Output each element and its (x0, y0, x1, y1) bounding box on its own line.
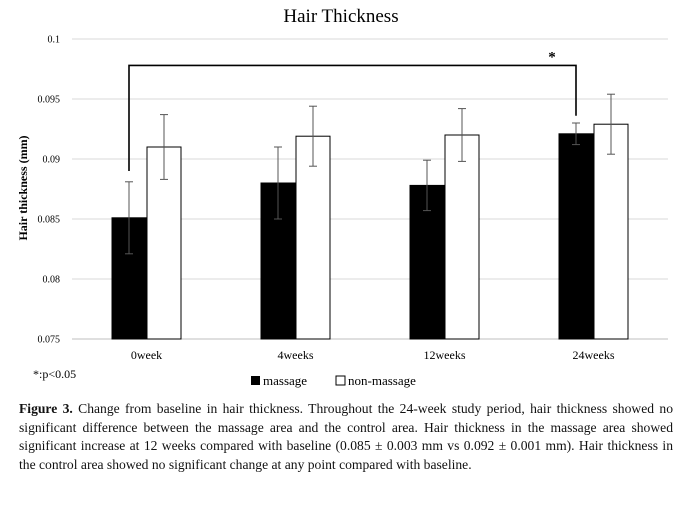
bar (558, 133, 594, 340)
legend: massage non-massage (251, 373, 416, 388)
error-bars (125, 93, 615, 255)
legend-swatch-non-massage (335, 375, 346, 386)
figure-caption: Figure 3. Change from baseline in hair t… (19, 400, 673, 474)
bar (295, 135, 331, 340)
x-tick-label: 4weeks (278, 348, 314, 362)
significance-footnote: *:p<0.05 (33, 367, 76, 381)
y-tick-label: 0.095 (38, 95, 61, 106)
y-axis-label: Hair thickness (mm) (16, 135, 30, 240)
legend-swatch-massage (251, 376, 260, 385)
caption-label: Figure 3. (19, 401, 73, 416)
legend-label-massage: massage (263, 373, 307, 388)
significance-star: * (548, 49, 556, 65)
x-tick-label: 0week (131, 348, 162, 362)
significance-bracket: * (128, 49, 577, 171)
x-tick-labels: 0week 4weeks 12weeks 24weeks (131, 348, 615, 362)
y-tick-label: 0.08 (43, 275, 61, 286)
y-tick-labels: 0.075 0.08 0.085 0.09 0.095 0.1 (38, 35, 61, 346)
y-tick-label: 0.1 (48, 35, 61, 46)
x-tick-label: 24weeks (573, 348, 615, 362)
caption-text: Change from baseline in hair thickness. … (19, 401, 673, 472)
bar (593, 123, 629, 340)
y-tick-label: 0.085 (38, 215, 61, 226)
legend-label-non-massage: non-massage (348, 373, 416, 388)
bars (111, 123, 629, 340)
bar (444, 134, 480, 340)
x-tick-label: 12weeks (424, 348, 466, 362)
y-tick-label: 0.09 (43, 155, 61, 166)
hair-thickness-chart: Hair Thickness Hair thickness (mm) 0.075… (16, 6, 668, 388)
y-tick-label: 0.075 (38, 335, 61, 346)
significance-bracket-line (128, 64, 577, 171)
chart-title: Hair Thickness (283, 6, 398, 27)
